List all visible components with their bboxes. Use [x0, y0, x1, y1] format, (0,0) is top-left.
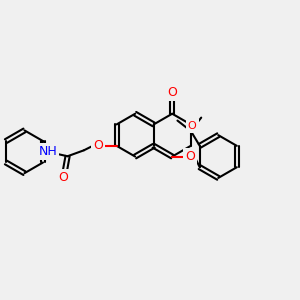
Text: O: O: [167, 86, 177, 99]
Text: O: O: [93, 139, 103, 152]
Text: O: O: [58, 171, 68, 184]
Text: NH: NH: [38, 145, 57, 158]
Text: O: O: [188, 121, 197, 131]
Text: O: O: [185, 150, 195, 163]
